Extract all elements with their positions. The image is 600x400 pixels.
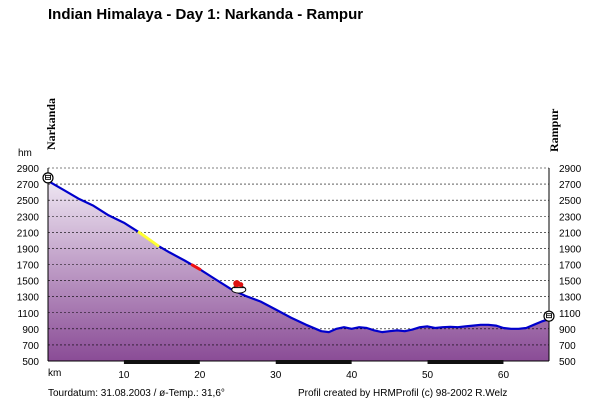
y-tick-label-right: 1500	[559, 277, 582, 288]
x-tick-label: 60	[498, 370, 510, 381]
x-axis-unit-label: km	[48, 368, 62, 379]
highlight-segment-red	[190, 263, 202, 271]
elevation-area-fill	[48, 180, 549, 361]
y-tick-label-right: 1300	[559, 293, 582, 304]
tour-info-footer: Tourdatum: 31.08.2003 / ø-Temp.: 31,6°	[48, 388, 225, 399]
cafe-marker-icon	[231, 280, 247, 294]
y-tick-label-right: 1700	[559, 261, 582, 272]
y-tick-label-right: 900	[559, 325, 576, 336]
x-axis-scale-bar	[123, 360, 200, 364]
y-tick-label-right: 700	[559, 341, 576, 352]
y-tick-label-left: 1900	[17, 244, 40, 255]
y-tick-label-right: 2700	[559, 180, 582, 191]
y-tick-label-left: 2500	[17, 196, 40, 207]
x-tick-label: 20	[194, 370, 206, 381]
x-tick-label: 50	[422, 370, 434, 381]
end-marker-icon	[543, 310, 555, 322]
x-axis-scale-bar	[427, 360, 504, 364]
y-tick-label-left: 2300	[17, 212, 40, 223]
y-tick-label-left: 1100	[17, 309, 39, 320]
highlight-segment-yellow	[137, 230, 160, 248]
y-axis-unit-label: hm	[18, 148, 32, 159]
x-tick-label: 40	[346, 370, 358, 381]
elevation-line	[47, 179, 550, 334]
y-tick-label-left: 1300	[17, 293, 40, 304]
y-tick-label-left: 2900	[17, 164, 40, 175]
y-tick-label-left: 1500	[17, 277, 40, 288]
y-tick-label-right: 2900	[559, 164, 582, 175]
y-tick-label-right: 500	[559, 357, 576, 368]
y-tick-label-left: 700	[22, 341, 39, 352]
y-tick-label-left: 2700	[17, 180, 40, 191]
y-tick-label-right: 2300	[559, 212, 582, 223]
y-tick-label-left: 2100	[17, 228, 40, 239]
y-tick-label-left: 900	[22, 325, 39, 336]
x-tick-label: 10	[118, 370, 130, 381]
y-tick-label-left: 1700	[17, 261, 40, 272]
credits-footer: Profil created by HRMProfil (c) 98-2002 …	[298, 388, 508, 399]
x-axis-scale-bar	[275, 360, 352, 364]
y-tick-label-right: 2500	[559, 196, 582, 207]
x-tick-label: 30	[270, 370, 282, 381]
y-tick-label-right: 1100	[559, 309, 581, 320]
chart-title: Indian Himalaya - Day 1: Narkanda - Ramp…	[48, 6, 364, 23]
y-tick-label-left: 500	[22, 357, 39, 368]
y-tick-label-right: 2100	[559, 228, 582, 239]
y-tick-label-right: 1900	[559, 244, 582, 255]
start-marker-icon	[42, 172, 54, 184]
